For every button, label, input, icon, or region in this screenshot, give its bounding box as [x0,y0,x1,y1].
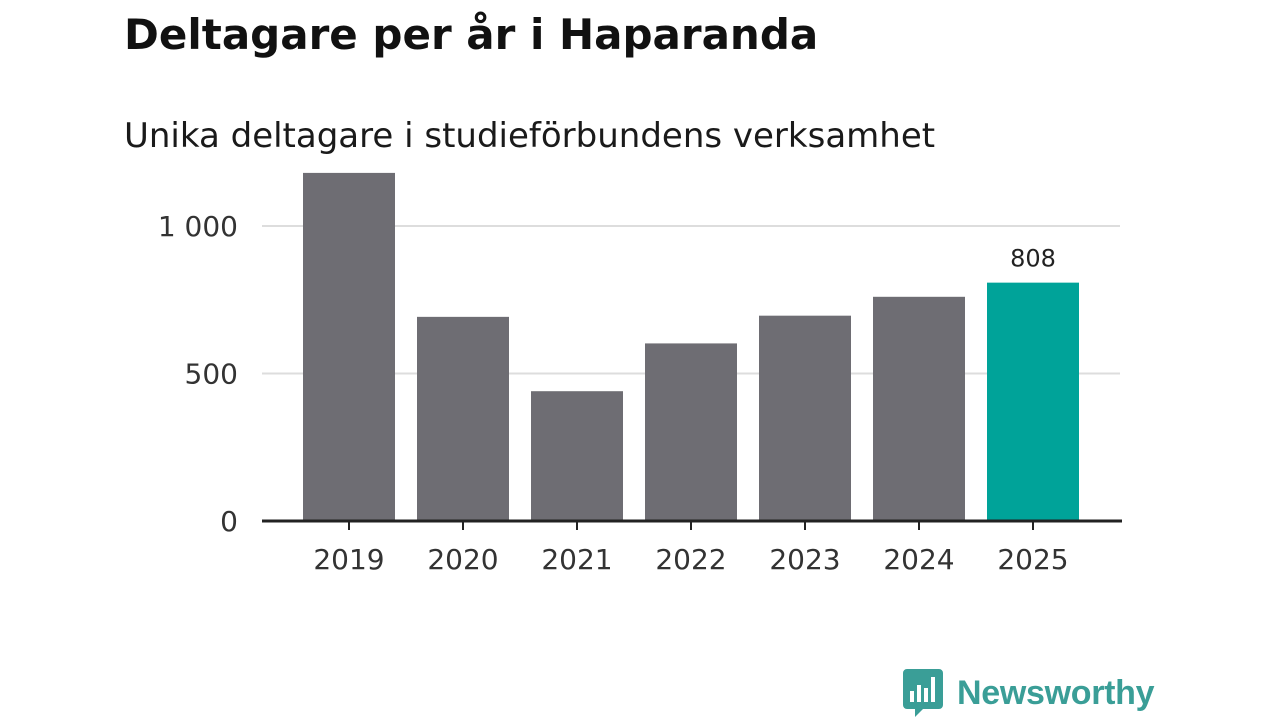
brand-name: Newsworthy [957,673,1155,712]
x-tick-label: 2023 [769,543,840,576]
x-tick-label: 2019 [313,543,384,576]
x-tick-label: 2024 [883,543,954,576]
bar-2024 [873,296,965,521]
bar-2023 [759,315,851,521]
y-tick-label: 500 [185,358,238,391]
x-tick-label: 2020 [427,543,498,576]
chart-subtitle: Unika deltagare i studieförbundens verks… [124,116,936,156]
bar-2020 [417,316,509,521]
y-tick-label: 1 000 [158,210,238,243]
y-tick-label: 0 [220,505,238,538]
x-tick-label: 2022 [655,543,726,576]
bar-2025 [987,282,1079,521]
newsworthy-logo: Newsworthy [903,669,1155,717]
bar-2021 [531,391,623,521]
bar-2019 [303,172,395,521]
x-tick-label: 2025 [997,543,1068,576]
chart-title: Deltagare per år i Haparanda [124,10,819,59]
bar-2022 [645,343,737,521]
data-label-2025: 808 [1010,245,1056,273]
x-tick-label: 2021 [541,543,612,576]
bar-chart-speech-bubble-icon [903,669,943,717]
